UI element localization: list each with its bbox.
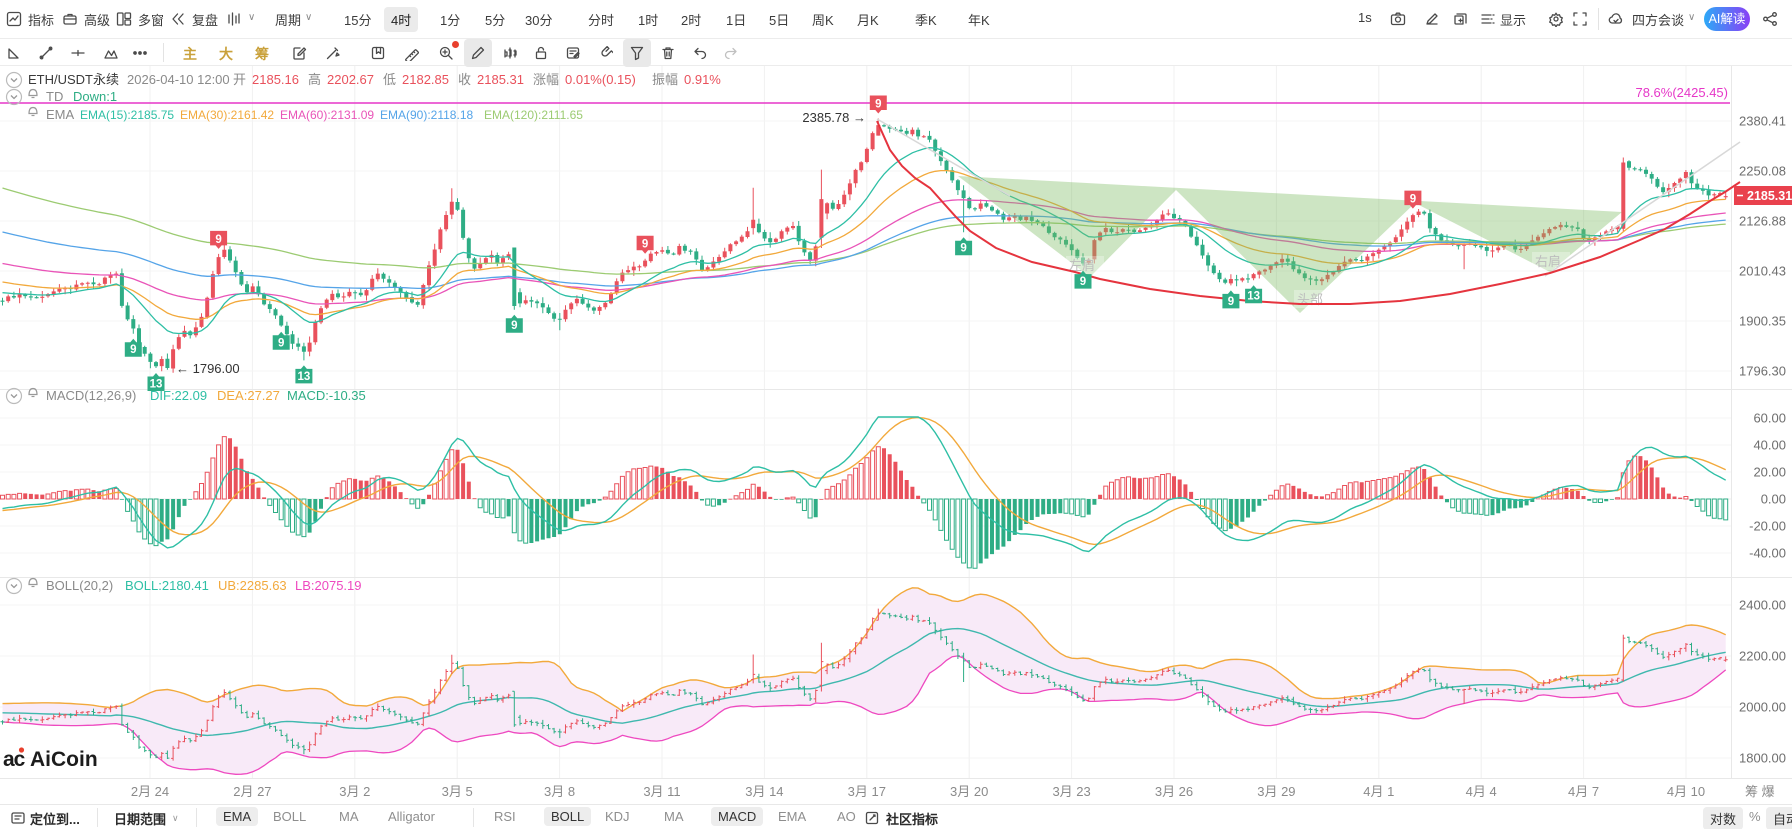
svg-text:9: 9 [278, 337, 284, 349]
svg-text:3月 8: 3月 8 [544, 784, 575, 799]
svg-text:9: 9 [875, 99, 881, 111]
svg-text:2185.31: 2185.31 [1747, 189, 1792, 203]
svg-text:3月 5: 3月 5 [442, 784, 473, 799]
svg-text:9: 9 [642, 239, 648, 251]
svg-text:1900.35: 1900.35 [1739, 314, 1786, 329]
svg-text:2182.85: 2182.85 [402, 72, 449, 87]
svg-text:2月 27: 2月 27 [233, 784, 271, 799]
svg-text:DIF:22.09: DIF:22.09 [150, 388, 207, 403]
svg-text:DEA:27.27: DEA:27.27 [217, 388, 280, 403]
svg-text:BOLL(20,2): BOLL(20,2) [46, 578, 113, 593]
svg-text:13: 13 [1247, 291, 1260, 303]
svg-text:40.00: 40.00 [1753, 438, 1786, 453]
svg-text:EMA(15):2185.75: EMA(15):2185.75 [80, 108, 174, 122]
svg-text:2200.00: 2200.00 [1739, 649, 1786, 664]
svg-text:3月 20: 3月 20 [950, 784, 988, 799]
svg-text:2026-04-10 12:00: 2026-04-10 12:00 [127, 72, 230, 87]
svg-text:3月 14: 3月 14 [745, 784, 783, 799]
svg-text:-40.00: -40.00 [1749, 546, 1786, 561]
svg-text:3月 2: 3月 2 [339, 784, 370, 799]
svg-text:0.00: 0.00 [1761, 492, 1786, 507]
svg-text:2000.00: 2000.00 [1739, 700, 1786, 715]
svg-text:EMA(30):2161.42: EMA(30):2161.42 [180, 108, 274, 122]
svg-text:EMA(120):2111.65: EMA(120):2111.65 [484, 108, 583, 122]
svg-text:右肩: 右肩 [1535, 254, 1561, 269]
svg-text:9: 9 [1228, 296, 1234, 308]
svg-text:13: 13 [298, 371, 311, 383]
svg-text:2185.16: 2185.16 [252, 72, 299, 87]
svg-text:2385.78 →: 2385.78 → [802, 110, 866, 125]
svg-text:MACD(12,26,9): MACD(12,26,9) [46, 388, 136, 403]
svg-text:AiCoin: AiCoin [30, 748, 98, 771]
svg-text:低: 低 [383, 72, 396, 87]
svg-text:9: 9 [1410, 194, 1416, 206]
svg-text:9: 9 [511, 320, 517, 332]
svg-text:MACD:-10.35: MACD:-10.35 [287, 388, 366, 403]
svg-text:← 1796.00: ← 1796.00 [176, 361, 240, 376]
svg-text:ac: ac [3, 748, 26, 771]
svg-text:0.91%: 0.91% [684, 72, 721, 87]
svg-text:EMA(90):2118.18: EMA(90):2118.18 [380, 108, 473, 122]
svg-text:0.01%(0.15): 0.01%(0.15) [565, 72, 636, 87]
svg-text:收: 收 [458, 72, 471, 87]
svg-text:20.00: 20.00 [1753, 465, 1786, 480]
svg-text:LB:2075.19: LB:2075.19 [295, 578, 362, 593]
svg-text:3月 17: 3月 17 [848, 784, 886, 799]
svg-text:EMA(60):2131.09: EMA(60):2131.09 [280, 108, 374, 122]
svg-text:ETH/USDT永续: ETH/USDT永续 [28, 72, 119, 87]
svg-text:9: 9 [960, 243, 966, 255]
svg-text:4月 7: 4月 7 [1568, 784, 1599, 799]
svg-text:1796.30: 1796.30 [1739, 364, 1786, 379]
svg-text:开: 开 [233, 72, 246, 87]
svg-text:4月 1: 4月 1 [1363, 784, 1394, 799]
svg-text:2185.31: 2185.31 [477, 72, 524, 87]
svg-text:4月 10: 4月 10 [1667, 784, 1705, 799]
svg-text:2202.67: 2202.67 [327, 72, 374, 87]
svg-text:-20.00: -20.00 [1749, 519, 1786, 534]
svg-text:UB:2285.63: UB:2285.63 [218, 578, 287, 593]
svg-text:2250.08: 2250.08 [1739, 164, 1786, 179]
svg-text:2126.88: 2126.88 [1739, 214, 1786, 229]
svg-text:60.00: 60.00 [1753, 411, 1786, 426]
svg-text:1800.00: 1800.00 [1739, 751, 1786, 766]
svg-text:振幅: 振幅 [652, 72, 678, 87]
svg-text:EMA: EMA [46, 107, 75, 122]
svg-text:2月 24: 2月 24 [131, 784, 169, 799]
svg-text:Down:1: Down:1 [73, 89, 117, 104]
svg-text:9: 9 [215, 234, 221, 246]
svg-text:3月 23: 3月 23 [1052, 784, 1090, 799]
svg-text:TD: TD [46, 89, 63, 104]
svg-text:涨幅: 涨幅 [533, 72, 559, 87]
svg-text:4月 4: 4月 4 [1466, 784, 1497, 799]
svg-text:2400.00: 2400.00 [1739, 598, 1786, 613]
svg-text:3月 29: 3月 29 [1257, 784, 1295, 799]
svg-text:9: 9 [130, 344, 136, 356]
svg-text:2380.41: 2380.41 [1739, 114, 1786, 129]
svg-text:13: 13 [150, 379, 163, 391]
svg-text:左肩: 左肩 [1069, 258, 1095, 273]
svg-text:高: 高 [308, 72, 321, 87]
svg-text:78.6%(2425.45): 78.6%(2425.45) [1635, 85, 1728, 100]
svg-text:3月 11: 3月 11 [643, 784, 680, 799]
svg-text:BOLL:2180.41: BOLL:2180.41 [125, 578, 209, 593]
svg-text:筹 爆: 筹 爆 [1745, 784, 1775, 799]
svg-text:3月 26: 3月 26 [1155, 784, 1193, 799]
svg-text:9: 9 [1080, 276, 1086, 288]
svg-text:2010.43: 2010.43 [1739, 264, 1786, 279]
